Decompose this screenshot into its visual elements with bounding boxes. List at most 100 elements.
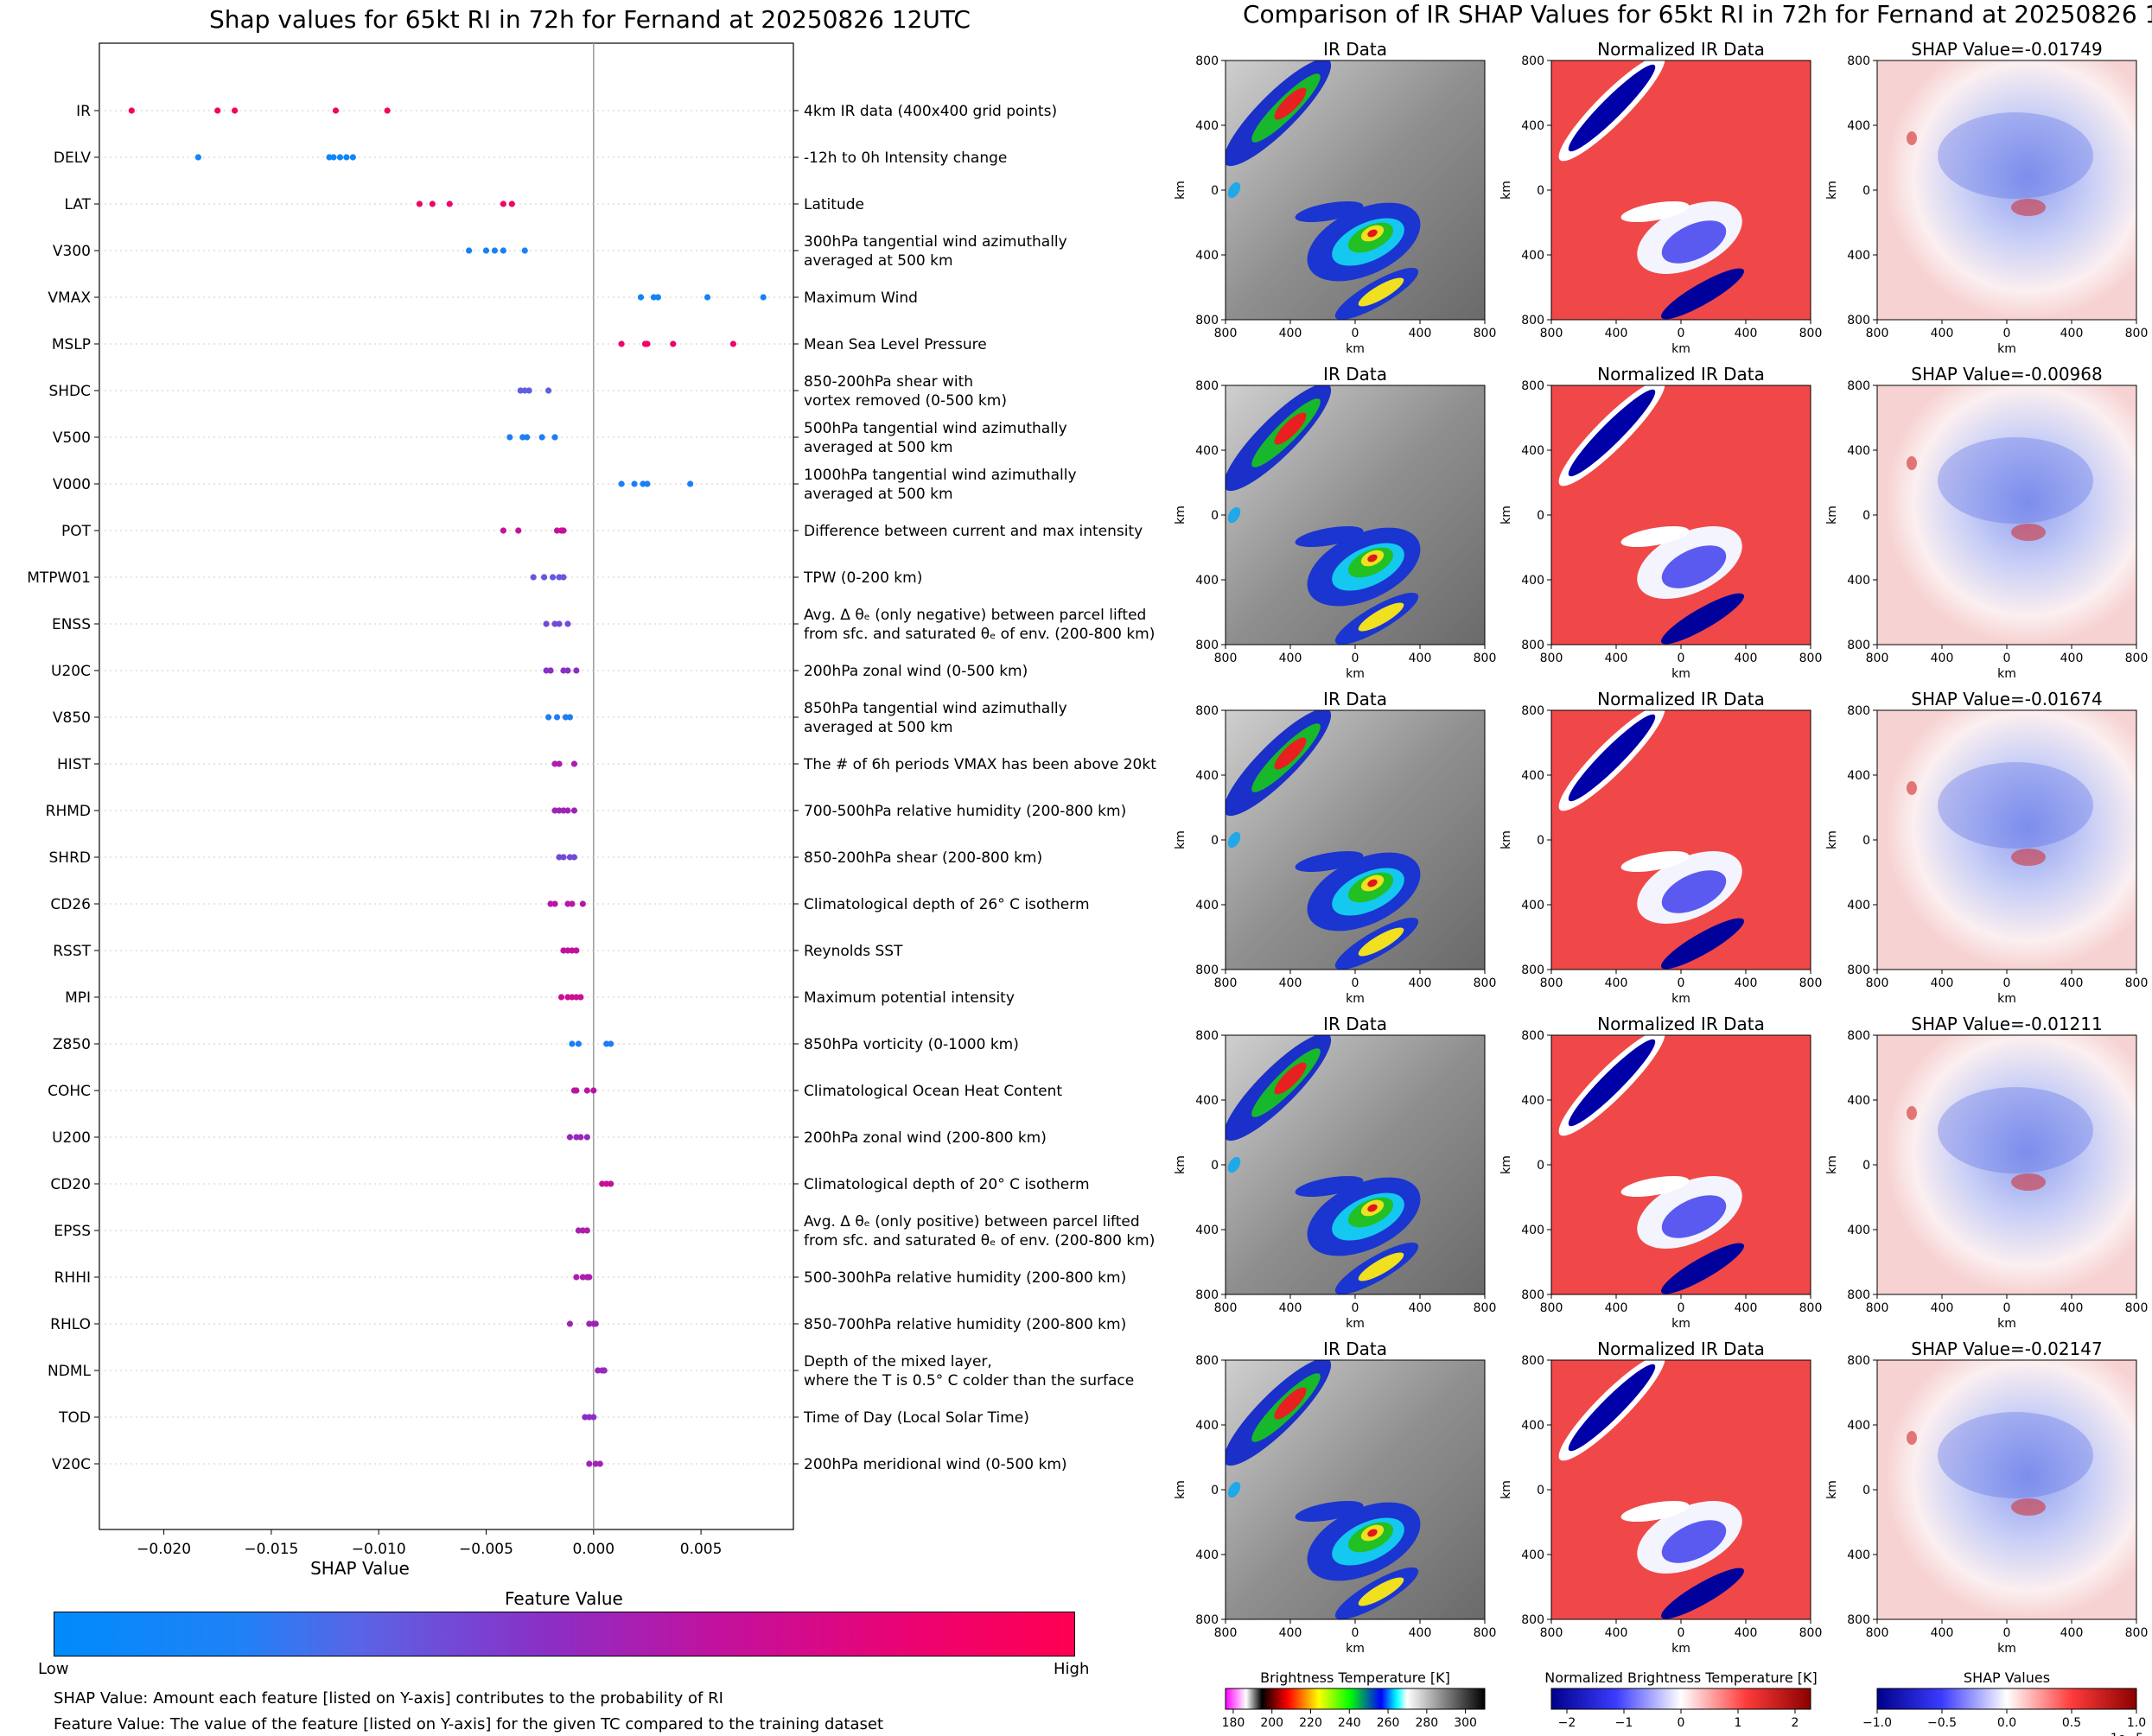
- y-tick-label: 800: [1195, 963, 1219, 977]
- normalized-ir-panel: 80080040040000400400800800kmkmNormalized…: [1499, 1014, 1822, 1331]
- feature-description: The # of 6h periods VMAX has been above …: [803, 756, 1156, 773]
- feature-description: Climatological depth of 20° C isotherm: [804, 1176, 1090, 1193]
- shap-point: [599, 1180, 606, 1187]
- y-axis-label: km: [1825, 1480, 1839, 1499]
- colorbar-tick-label: 2: [1792, 1716, 1799, 1730]
- y-tick-label: 800: [1195, 1288, 1219, 1302]
- shap-point: [618, 340, 625, 347]
- shap-point: [583, 1087, 590, 1094]
- colorbar-1: Normalized Brightness Temperature [K] −2 −…: [1544, 1669, 1818, 1730]
- x-tick-label: 400: [1409, 652, 1432, 665]
- shap-point: [586, 1414, 593, 1421]
- x-tick-label: 800: [2125, 1301, 2149, 1315]
- x-tick-label: 800: [1799, 1301, 1823, 1315]
- feature-description: 850hPa tangential wind azimuthally: [804, 700, 1067, 717]
- x-tick-label: −0.005: [459, 1541, 513, 1558]
- y-axis-label: km: [1174, 1480, 1187, 1499]
- feature-description: Mean Sea Level Pressure: [804, 336, 987, 353]
- colorbar-tick-label: 300: [1454, 1716, 1477, 1730]
- feature-description: from sfc. and saturated θₑ of env. (200-…: [804, 626, 1155, 643]
- x-tick-label: 800: [1540, 327, 1563, 340]
- y-axis-label: km: [1499, 506, 1513, 525]
- x-tick-label: 800: [1799, 652, 1823, 665]
- shap-point: [579, 900, 586, 907]
- x-tick-label: 0: [1678, 1626, 1685, 1640]
- shap-point: [551, 900, 558, 907]
- x-tick-label: 400: [2060, 976, 2084, 990]
- shap-point: [586, 1274, 593, 1281]
- shap-point: [556, 807, 563, 814]
- y-tick-label: 800: [1195, 314, 1219, 327]
- shap-point: [760, 294, 767, 301]
- x-axis-label: km: [1346, 667, 1365, 681]
- x-tick-label: 0: [1678, 976, 1685, 990]
- x-tick-label: 400: [1931, 976, 1954, 990]
- shap-point: [573, 667, 580, 674]
- panel-title: SHAP Value=-0.02147: [1911, 1339, 2102, 1359]
- shap-point: [654, 294, 661, 301]
- y-tick-label: 400: [1521, 249, 1544, 263]
- shap-point: [349, 154, 356, 161]
- x-axis-label: km: [1671, 667, 1690, 681]
- y-tick-label: 400: [1195, 1224, 1219, 1237]
- shap-point: [553, 714, 561, 721]
- shap-point: [541, 574, 548, 581]
- y-tick-label: 400: [1847, 1094, 1870, 1108]
- feature-description: 200hPa zonal wind (0-500 km): [804, 663, 1028, 680]
- shap-point: [564, 667, 571, 674]
- y-tick-label: 0: [1537, 184, 1544, 198]
- shap-beeswarm-chart: IR 4km IR data (400x400 grid points) DELV -…: [27, 42, 1156, 1579]
- shap-value-note: SHAP Value: Amount each feature [listed …: [54, 1689, 723, 1707]
- x-tick-label: 800: [1540, 976, 1563, 990]
- shap-point: [590, 1087, 597, 1094]
- normalized-ir-panel: 80080040040000400400800800kmkmNormalized…: [1499, 1339, 1822, 1656]
- shap-point: [569, 994, 576, 1001]
- x-tick-label: 0: [1352, 1626, 1359, 1640]
- y-tick-label: 0: [1211, 184, 1219, 198]
- y-tick-label: 800: [1195, 704, 1219, 718]
- shap-point: [521, 387, 528, 394]
- shap-point: [538, 434, 545, 441]
- shap-point: [564, 807, 571, 814]
- y-tick-label: 800: [1847, 379, 1870, 393]
- x-tick-label: 800: [2125, 327, 2149, 340]
- colorbar-bar: [1550, 1688, 1811, 1710]
- y-tick-label: 800: [1847, 1029, 1870, 1043]
- x-tick-label: 400: [1279, 327, 1302, 340]
- shap-point: [336, 154, 344, 161]
- y-tick-label: 800: [1521, 314, 1544, 327]
- y-axis-label: km: [1825, 506, 1839, 525]
- colorbar-bar: [1225, 1688, 1486, 1710]
- shap-point: [517, 387, 524, 394]
- y-tick-label: 800: [1521, 639, 1544, 652]
- shap-field: [1877, 60, 2136, 320]
- shap-point: [544, 387, 552, 394]
- x-axis-label: km: [1671, 992, 1690, 1006]
- colorbar-tick-label: 200: [1260, 1716, 1283, 1730]
- y-tick-label: 800: [1195, 54, 1219, 68]
- y-tick-label: 400: [1195, 444, 1219, 458]
- x-tick-label: −0.020: [137, 1541, 191, 1558]
- y-tick-label: 400: [1847, 1548, 1870, 1562]
- feature-description: 850-200hPa shear with: [804, 373, 973, 391]
- colorbar-title: Normalized Brightness Temperature [K]: [1544, 1669, 1818, 1686]
- panel-title: SHAP Value=-0.01211: [1911, 1014, 2102, 1034]
- shap-point: [515, 527, 522, 534]
- shap-point: [551, 760, 558, 767]
- shap-point: [586, 1460, 593, 1467]
- y-tick-label: 800: [1521, 379, 1544, 393]
- shap-point: [560, 947, 567, 954]
- shap-point: [603, 1180, 610, 1187]
- y-tick-label: 400: [1847, 444, 1870, 458]
- shap-point: [194, 154, 201, 161]
- plot-frame: [99, 42, 794, 1530]
- x-tick-label: 0: [1678, 652, 1685, 665]
- shap-point: [579, 1227, 586, 1234]
- x-tick-label: 400: [1605, 976, 1628, 990]
- x-tick-label: 400: [1409, 1301, 1432, 1315]
- x-tick-label: 800: [1799, 1626, 1823, 1640]
- x-tick-label: 400: [1735, 1301, 1758, 1315]
